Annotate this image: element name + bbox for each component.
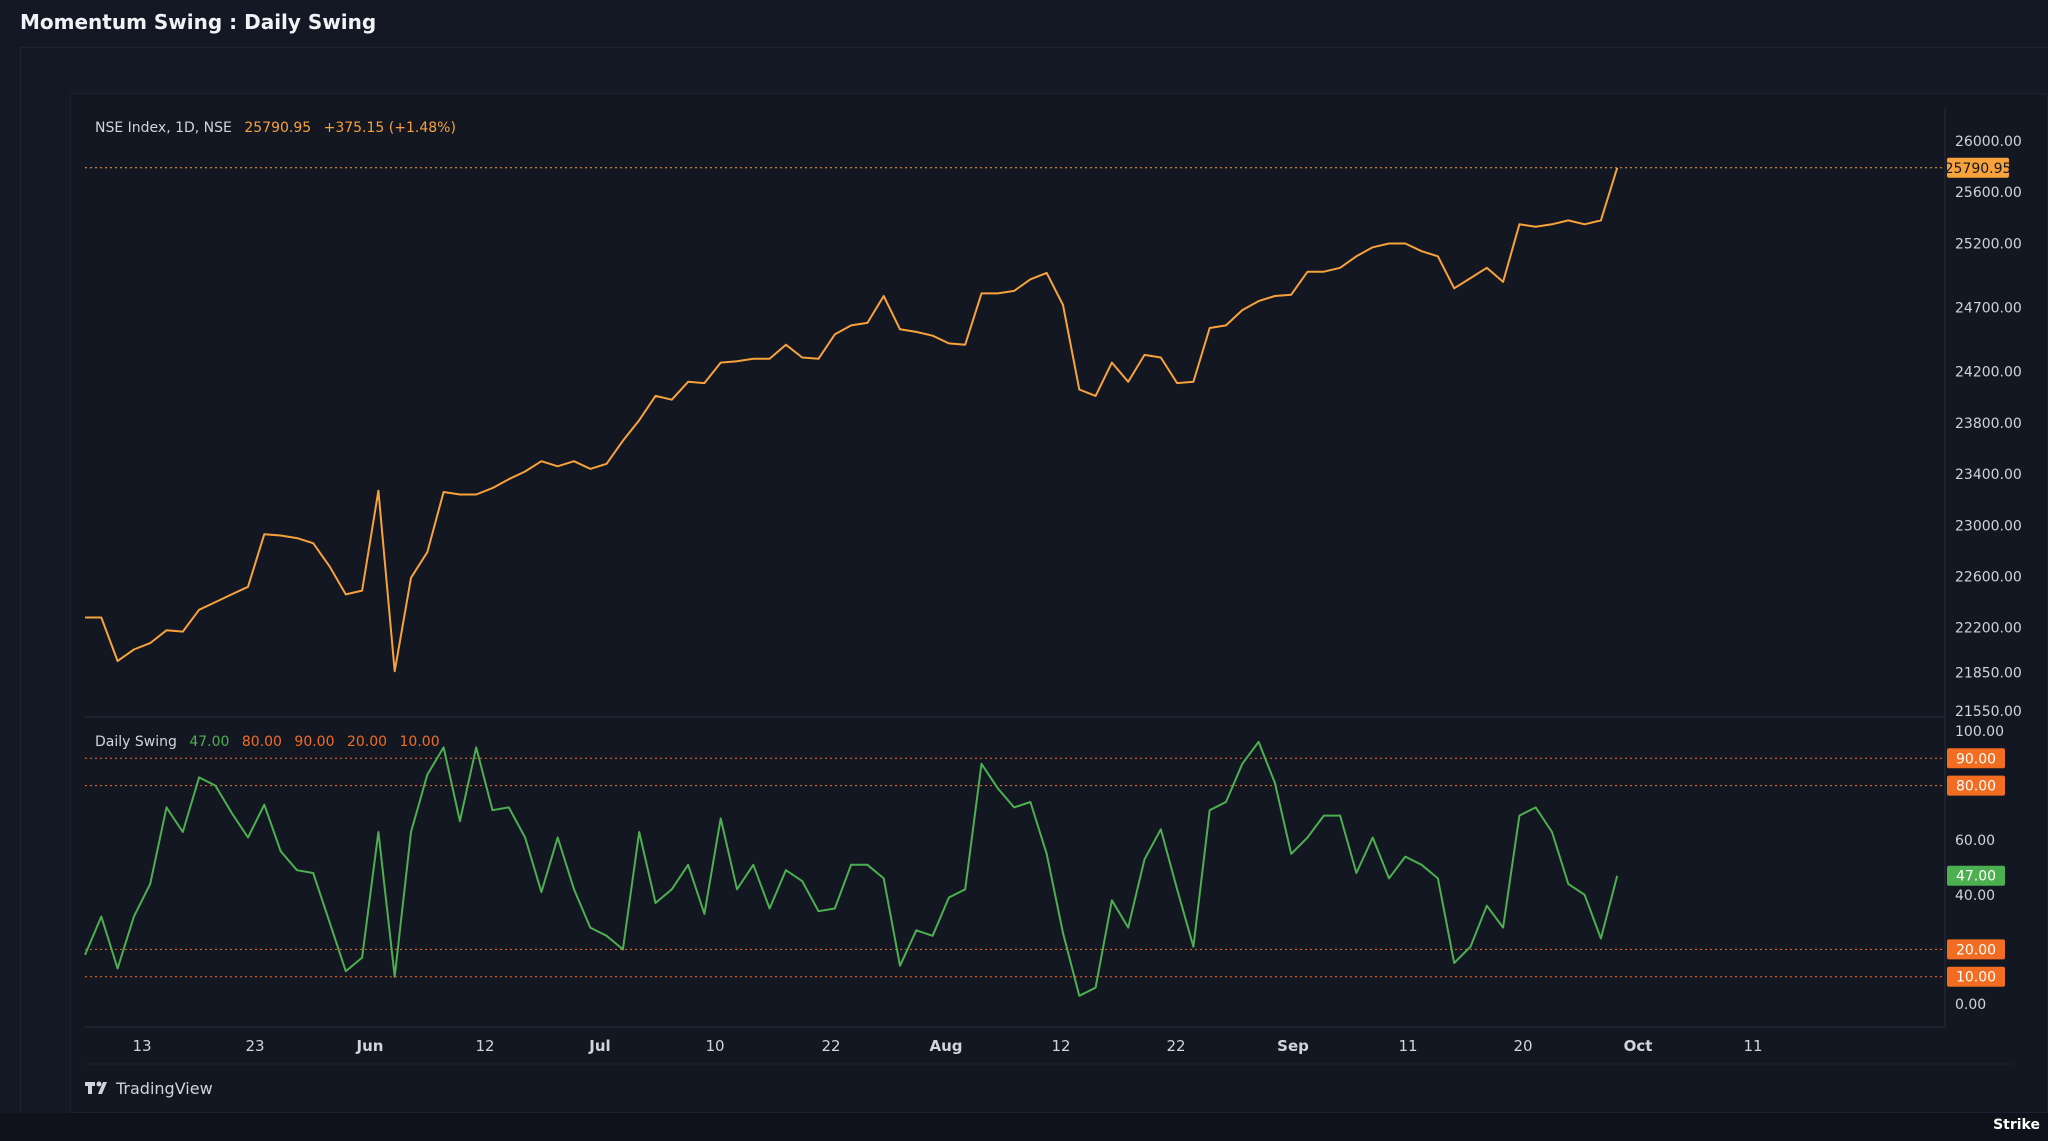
corner-brand-text: Strike [1993, 1117, 2040, 1133]
oscillator-series-line[interactable] [84, 740, 1619, 997]
oscillator-last-value-badge: 47.00 [1947, 865, 2005, 886]
time-tick-label: Oct [1624, 1037, 1653, 1055]
price-tick-label: 23400.00 [1955, 467, 2022, 483]
oscillator-legend-level: 20.00 [347, 734, 387, 750]
price-last-value-badge: 25790.95 [1945, 157, 2012, 178]
svg-text:47.00: 47.00 [1956, 869, 1996, 885]
time-tick-label: 22 [1166, 1037, 1185, 1055]
chart-container[interactable]: 21550.00 21850.00 22200.00 22600.00 23000.00… [70, 93, 2048, 1113]
oscillator-tick-label: 100.00 [1955, 724, 2004, 740]
oscillator-level-badge-label: 90.00 [1956, 751, 1996, 767]
oscillator-level-badge [1947, 966, 2005, 987]
price-tick-label: 22200.00 [1955, 621, 2022, 637]
plot-area [85, 108, 2013, 1112]
price-legend-change: +375.15 (+1.48%) [324, 120, 456, 136]
time-tick-label: Jul [588, 1037, 610, 1055]
tradingview-logo[interactable]: TradingView [85, 1079, 213, 1098]
oscillator-level-badge-label: 10.00 [1956, 970, 1996, 986]
oscillator-level-badge-label: 20.00 [1956, 942, 1996, 958]
chart-canvas[interactable]: 21550.0021850.0022200.0022600.0023000.00… [71, 94, 2048, 1114]
price-tick-label: 23800.00 [1955, 416, 2022, 432]
oscillator-tick-label: 0.00 [1955, 997, 1986, 1013]
time-tick-label: 22 [821, 1037, 840, 1055]
title-divider [20, 47, 2048, 48]
oscillator-tick-label: 60.00 [1955, 833, 1995, 849]
time-tick-label: Sep [1277, 1037, 1309, 1055]
price-legend-symbol: NSE Index, 1D, NSE [95, 120, 232, 136]
oscillator-level-badge-label: 80.00 [1956, 779, 1996, 795]
oscillator-legend-level: 10.00 [400, 734, 440, 750]
oscillator-tick-label: 40.00 [1955, 888, 1995, 904]
price-axis-ticks: 21550.00 21850.00 22200.00 22600.00 23000.00… [1955, 134, 2022, 720]
time-tick-label: 10 [705, 1037, 724, 1055]
time-tick-label: 23 [245, 1037, 264, 1055]
oscillator-level-lines: 90.00 80.00 20.00 10.00 [85, 748, 2005, 987]
oscillator-level-badge [1947, 775, 2005, 796]
oscillator-level-badge [1947, 939, 2005, 960]
price-legend-last: 25790.95 [244, 120, 311, 136]
price-series-line[interactable] [85, 167, 1619, 673]
time-tick-label: 12 [1051, 1037, 1070, 1055]
price-tick-label: 24200.00 [1955, 365, 2022, 381]
price-tick-label: 22600.00 [1955, 570, 2022, 586]
svg-text:25790.95: 25790.95 [1945, 161, 2012, 177]
time-tick-label: Aug [929, 1037, 962, 1055]
oscillator-legend-value: 47.00 [189, 734, 229, 750]
bottom-bar [0, 1113, 2048, 1141]
price-tick-label: 24700.00 [1955, 301, 2022, 317]
left-divider [20, 47, 21, 1141]
oscillator-legend: Daily Swing 47.00 80.00 90.00 20.00 10.0… [95, 734, 440, 750]
oscillator-level-badge [1947, 748, 2005, 769]
time-tick-label: Jun [356, 1037, 384, 1055]
price-legend: NSE Index, 1D, NSE 25790.95 +375.15 (+1.… [95, 120, 456, 136]
time-tick-label: 13 [132, 1037, 151, 1055]
time-axis-ticks: 13 23 Jun 12 Jul 10 22 Aug 12 22 Sep 11 20 Oct 11 [132, 1037, 1762, 1055]
price-tick-label: 25200.00 [1955, 236, 2022, 252]
oscillator-legend-level: 90.00 [294, 734, 334, 750]
price-tick-label: 21850.00 [1955, 666, 2022, 682]
oscillator-legend-title: Daily Swing [95, 734, 177, 750]
price-tick-label: 25600.00 [1955, 185, 2022, 201]
page-title: Momentum Swing : Daily Swing [20, 10, 377, 34]
price-tick-label: 21550.00 [1955, 704, 2022, 720]
time-tick-label: 20 [1513, 1037, 1532, 1055]
oscillator-axis-ticks: 0.00 40.00 60.00 100.00 [1955, 724, 2004, 1013]
time-tick-label: 12 [475, 1037, 494, 1055]
tradingview-logo-icon [85, 1081, 107, 1094]
time-tick-label: 11 [1398, 1037, 1417, 1055]
tradingview-brand-text: TradingView [115, 1079, 213, 1098]
oscillator-legend-level: 80.00 [242, 734, 282, 750]
price-tick-label: 23000.00 [1955, 518, 2022, 534]
time-tick-label: 11 [1743, 1037, 1762, 1055]
price-tick-label: 26000.00 [1955, 134, 2022, 150]
